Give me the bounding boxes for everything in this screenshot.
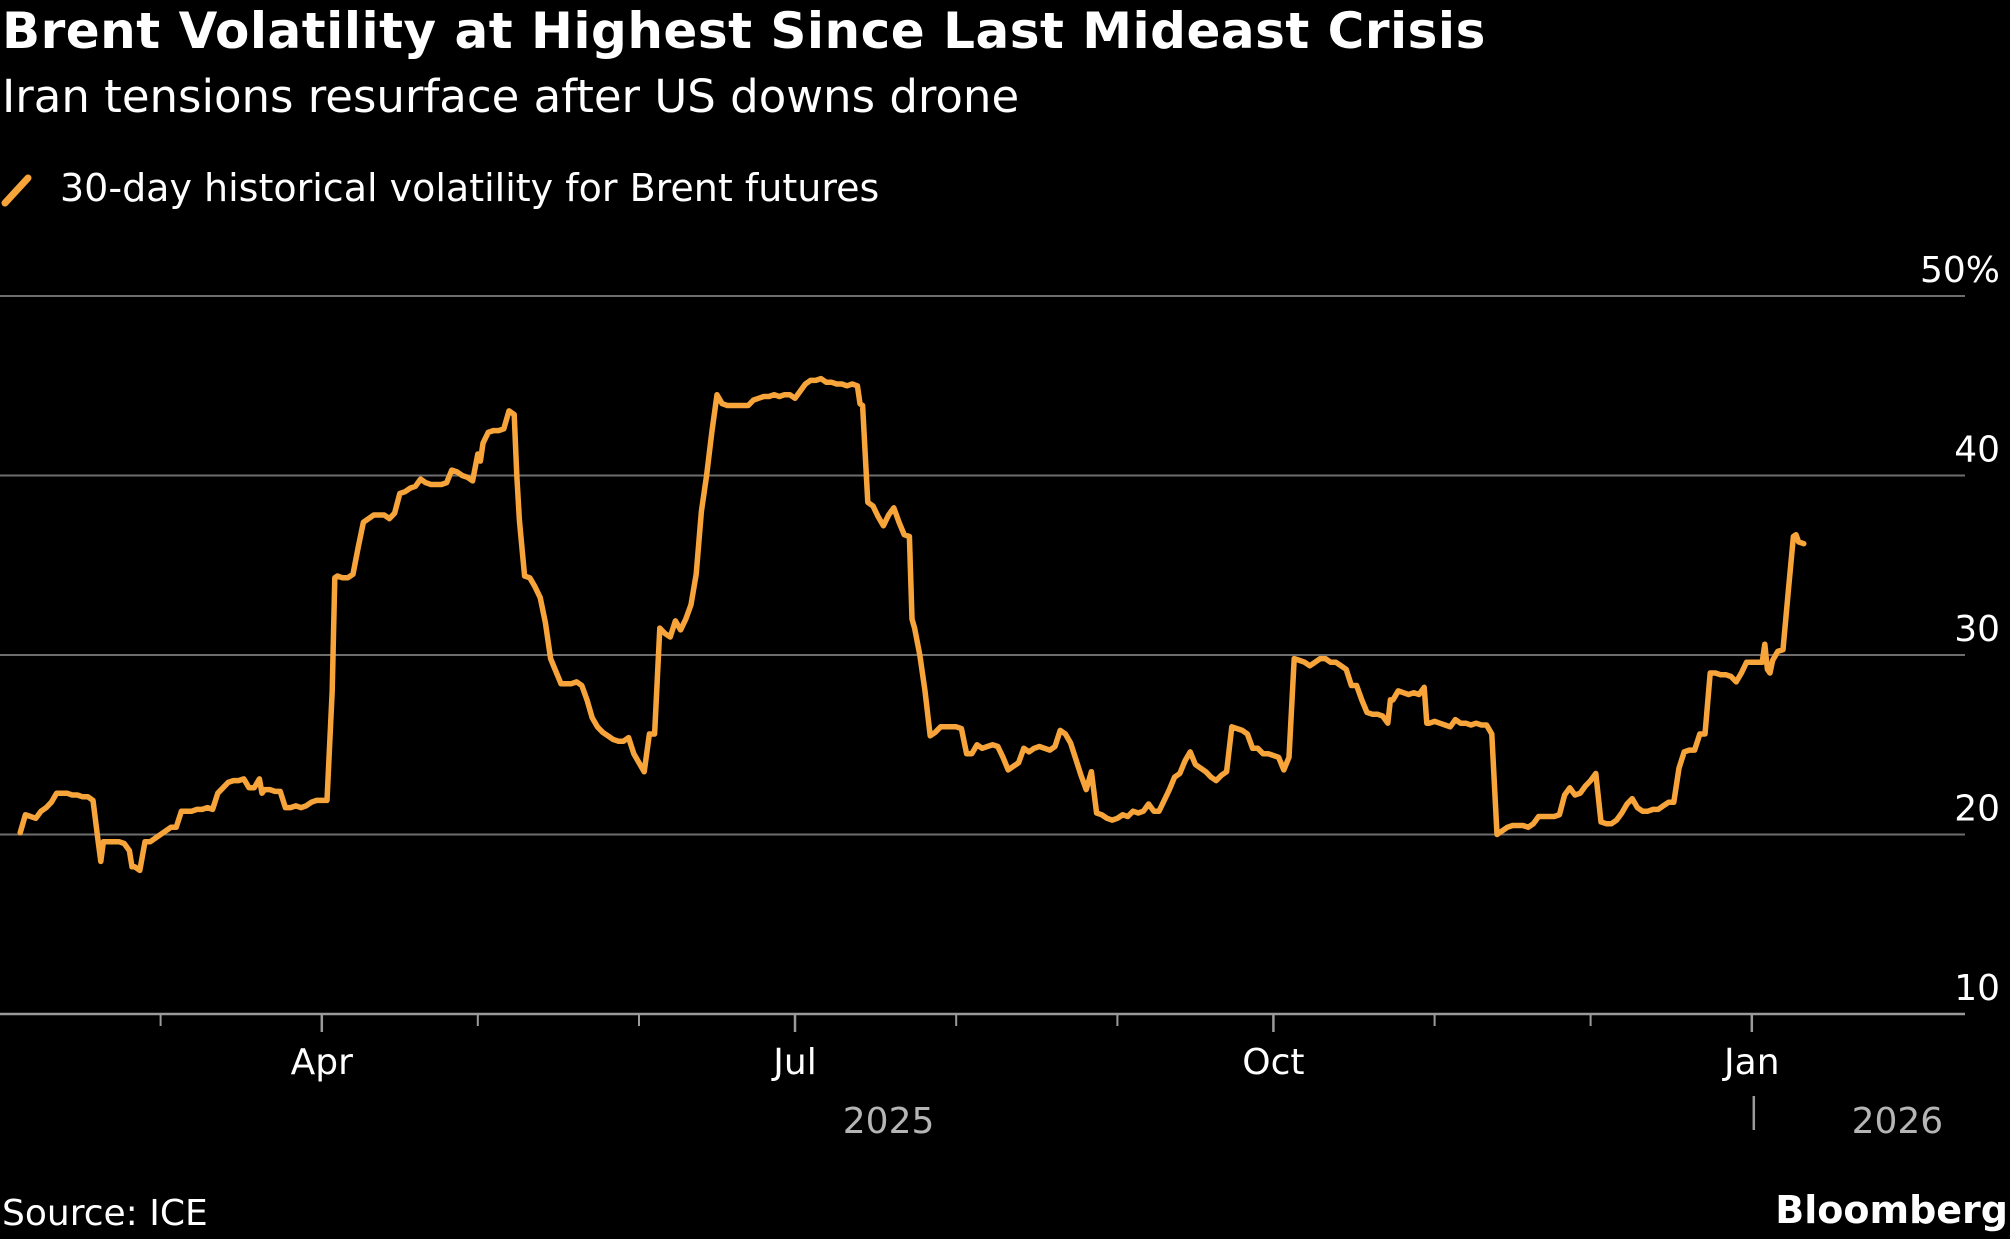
y-tick-label-10: 10 — [1954, 968, 2000, 1009]
legend-swatch-line-icon — [0, 163, 38, 213]
x-axis — [159, 1014, 1754, 1032]
legend-label: 30-day historical volatility for Brent f… — [60, 166, 880, 210]
series-line-brent-volatility — [17, 375, 1807, 874]
x-tick-label-jul: Jul — [771, 1042, 816, 1083]
y-tick-label-30: 30 — [1954, 609, 2000, 650]
x-tick-label-jan: Jan — [1722, 1042, 1780, 1083]
x-tick-label-oct: Oct — [1242, 1042, 1304, 1083]
legend: 30-day historical volatility for Brent f… — [0, 163, 879, 213]
chart-subtitle: Iran tensions resurface after US downs d… — [2, 70, 1020, 123]
year-label-2026: 2026 — [1852, 1101, 1944, 1142]
y-tick-label-20: 20 — [1954, 789, 2000, 830]
y-tick-label-40: 40 — [1954, 430, 2000, 471]
source-note: Source: ICE — [2, 1193, 208, 1234]
x-tick-label-apr: Apr — [291, 1042, 353, 1083]
year-labels: 2025 2026 — [843, 1096, 1943, 1142]
chart-title: Brent Volatility at Highest Since Last M… — [2, 2, 1486, 60]
bloomberg-logo: Bloomberg — [1775, 1188, 2008, 1232]
y-axis-labels: 10 20 30 40 50% — [1920, 250, 2000, 1009]
y-tick-label-50: 50% — [1920, 250, 2000, 291]
x-axis-labels: Apr Jul Oct Jan — [291, 1042, 1780, 1083]
year-label-2025: 2025 — [843, 1101, 935, 1142]
y-gridlines — [0, 295, 1965, 1016]
